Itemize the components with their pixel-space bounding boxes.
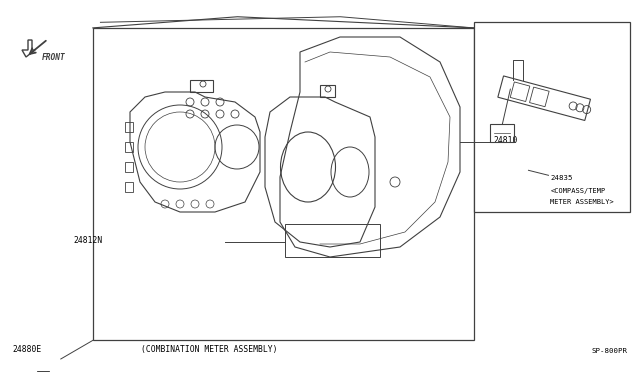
- Text: 24812N: 24812N: [73, 235, 102, 244]
- Bar: [93, 28, 474, 340]
- Bar: [36, 371, 49, 372]
- Text: <COMPASS/TEMP: <COMPASS/TEMP: [550, 188, 605, 194]
- Text: 24880E: 24880E: [13, 345, 42, 354]
- Bar: [474, 22, 630, 212]
- Text: 24835: 24835: [550, 175, 573, 181]
- Bar: [125, 122, 133, 132]
- Text: 24810: 24810: [493, 135, 517, 144]
- Bar: [490, 124, 515, 142]
- Text: METER ASSEMBLY>: METER ASSEMBLY>: [550, 199, 614, 205]
- Text: FRONT: FRONT: [42, 53, 66, 62]
- Bar: [125, 142, 133, 152]
- Bar: [125, 162, 133, 172]
- Text: SP-800PR: SP-800PR: [591, 348, 627, 354]
- Text: (COMBINATION METER ASSEMBLY): (COMBINATION METER ASSEMBLY): [141, 345, 277, 354]
- Bar: [125, 182, 133, 192]
